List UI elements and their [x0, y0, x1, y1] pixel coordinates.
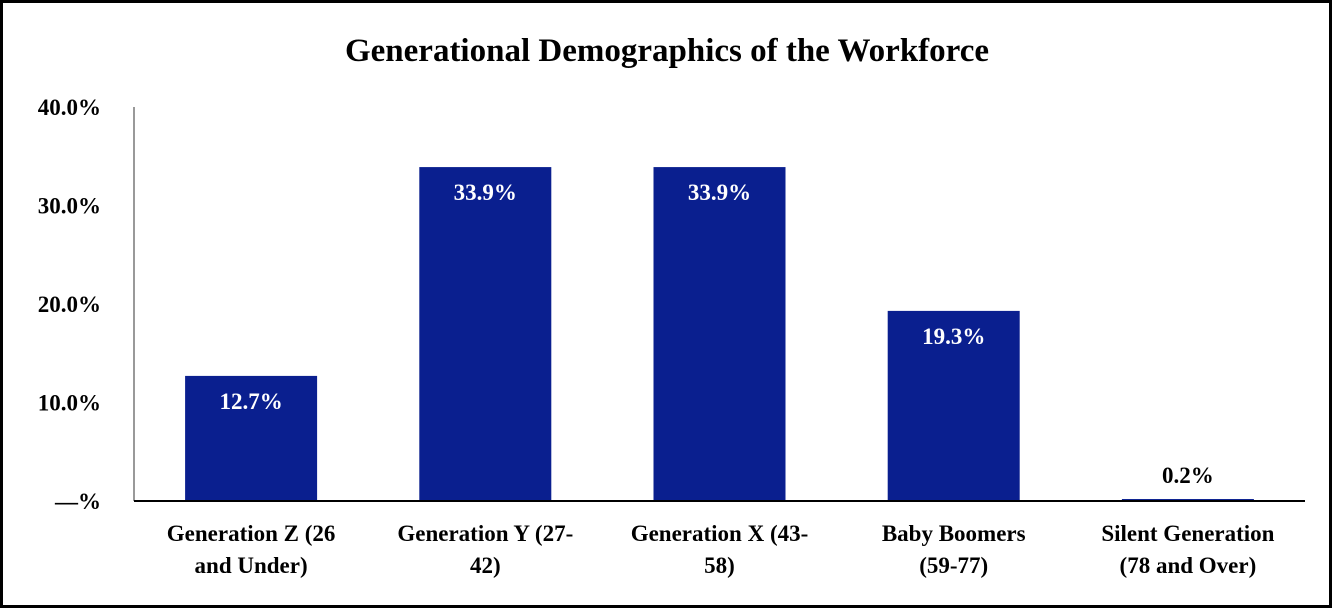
- x-category-label: (78 and Over): [1120, 553, 1257, 578]
- bar-value-label: 33.9%: [454, 180, 517, 205]
- y-tick-label: —%: [54, 489, 101, 514]
- bar: [887, 310, 1020, 501]
- x-axis-categories: Generation Z (26 and Under) Generation Y (…: [167, 521, 1275, 578]
- bar-value-label: 19.3%: [922, 324, 985, 349]
- x-category-label: Baby Boomers: [882, 521, 1026, 546]
- x-category-label: Generation Y (27-: [397, 521, 573, 546]
- bar-labels-group: 12.7% 33.9% 33.9% 19.3% 0.2%: [219, 180, 1213, 488]
- bar-value-label: 12.7%: [219, 389, 282, 414]
- y-tick-label: 20.0%: [38, 292, 101, 317]
- y-tick-label: 40.0%: [38, 95, 101, 120]
- bar: [419, 167, 552, 501]
- y-axis-ticks: —% 10.0% 20.0% 30.0% 40.0%: [38, 95, 101, 514]
- bars-group: [185, 167, 1254, 501]
- bar: [653, 167, 786, 501]
- x-category-label: 42): [470, 553, 501, 578]
- x-category-label: and Under): [195, 553, 308, 578]
- x-category-label: Generation Z (26: [167, 521, 336, 546]
- x-category-label: (59-77): [919, 553, 988, 578]
- chart-title: Generational Demographics of the Workfor…: [345, 33, 989, 69]
- bar-chart: Generational Demographics of the Workfor…: [38, 33, 1305, 578]
- y-tick-label: 10.0%: [38, 391, 101, 416]
- bar-value-label: 0.2%: [1162, 463, 1214, 488]
- y-tick-label: 30.0%: [38, 194, 101, 219]
- bar-value-label: 33.9%: [688, 180, 751, 205]
- x-category-label: 58): [704, 553, 735, 578]
- x-category-label: Generation X (43-: [631, 521, 809, 546]
- x-category-label: Silent Generation: [1101, 521, 1274, 546]
- bar: [185, 375, 318, 501]
